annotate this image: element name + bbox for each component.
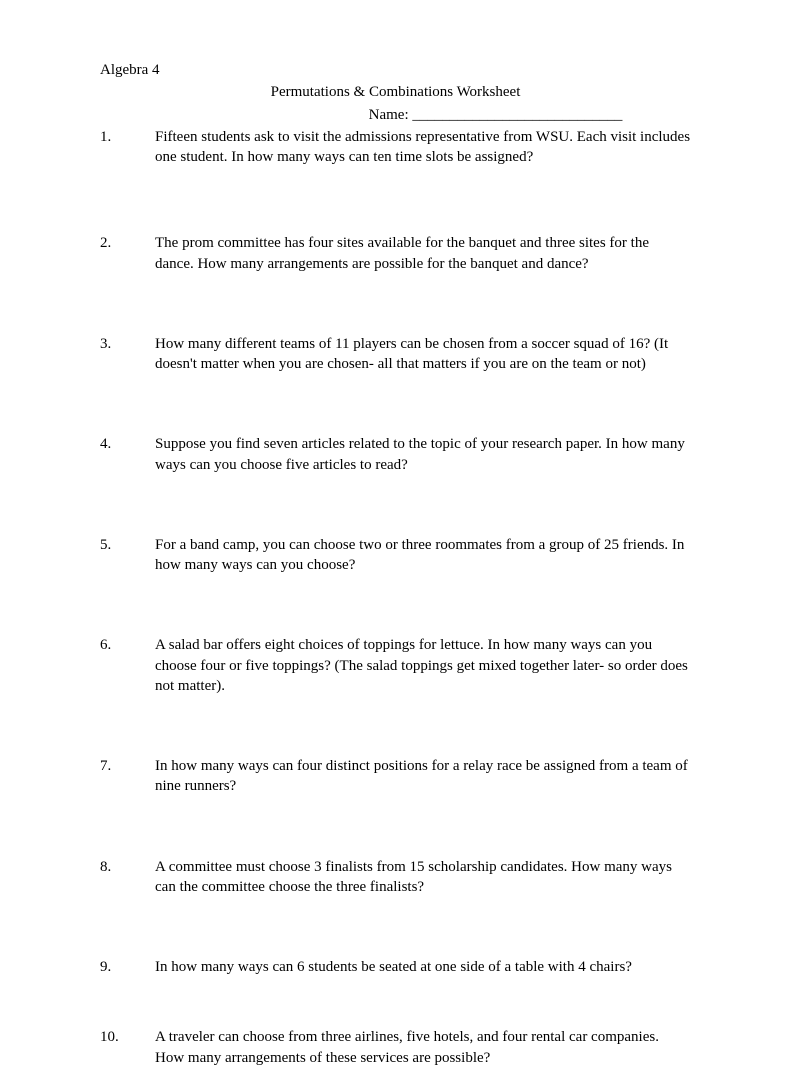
question-number: 7. xyxy=(100,756,155,797)
question-item: 4. Suppose you find seven articles relat… xyxy=(100,434,691,475)
question-item: 3. How many different teams of 11 player… xyxy=(100,334,691,375)
question-number: 9. xyxy=(100,957,155,977)
worksheet-title: Permutations & Combinations Worksheet xyxy=(100,82,691,102)
question-number: 2. xyxy=(100,233,155,274)
question-item: 9. In how many ways can 6 students be se… xyxy=(100,957,691,977)
question-number: 3. xyxy=(100,334,155,375)
question-text: How many different teams of 11 players c… xyxy=(155,334,691,375)
question-text: Fifteen students ask to visit the admiss… xyxy=(155,127,691,168)
question-text: In how many ways can four distinct posit… xyxy=(155,756,691,797)
question-item: 5. For a band camp, you can choose two o… xyxy=(100,535,691,576)
question-item: 8. A committee must choose 3 finalists f… xyxy=(100,857,691,898)
question-number: 6. xyxy=(100,635,155,696)
question-text: The prom committee has four sites availa… xyxy=(155,233,691,274)
question-text: A traveler can choose from three airline… xyxy=(155,1027,691,1068)
question-text: A committee must choose 3 finalists from… xyxy=(155,857,691,898)
question-number: 5. xyxy=(100,535,155,576)
question-item: 7. In how many ways can four distinct po… xyxy=(100,756,691,797)
question-item: 6. A salad bar offers eight choices of t… xyxy=(100,635,691,696)
question-item: 2. The prom committee has four sites ava… xyxy=(100,233,691,274)
question-item: 1. Fifteen students ask to visit the adm… xyxy=(100,127,691,168)
name-field-label: Name: ____________________________ xyxy=(100,105,691,125)
question-text: In how many ways can 6 students be seate… xyxy=(155,957,691,977)
question-number: 8. xyxy=(100,857,155,898)
question-text: For a band camp, you can choose two or t… xyxy=(155,535,691,576)
question-text: Suppose you find seven articles related … xyxy=(155,434,691,475)
course-name: Algebra 4 xyxy=(100,60,691,80)
question-number: 1. xyxy=(100,127,155,168)
question-item: 10. A traveler can choose from three air… xyxy=(100,1027,691,1068)
question-text: A salad bar offers eight choices of topp… xyxy=(155,635,691,696)
question-number: 4. xyxy=(100,434,155,475)
question-number: 10. xyxy=(100,1027,155,1068)
